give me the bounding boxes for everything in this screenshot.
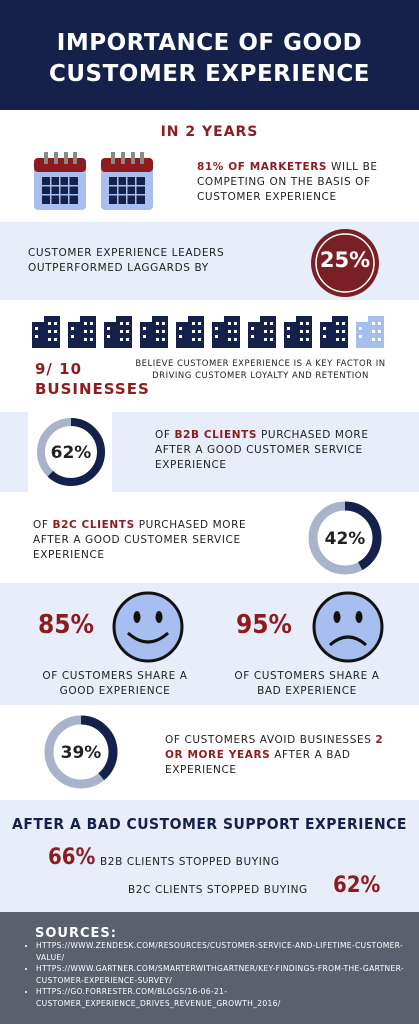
header <box>0 0 419 110</box>
highlight: B2B CLIENTS <box>174 429 258 441</box>
stat-text: 81% OF MARKETERS WILL BE COMPETING ON TH… <box>197 160 402 205</box>
donut: 39% <box>44 715 118 789</box>
donut-label: 42% <box>325 529 366 549</box>
text: PURCHASED MORE AFTER A GOOD CUSTOMER SER… <box>155 429 369 471</box>
donut-label: 39% <box>61 743 102 763</box>
stat: 66% <box>48 845 96 870</box>
donut-arc <box>37 418 105 486</box>
donut-arc <box>308 501 382 575</box>
footer <box>0 912 419 1024</box>
text: CUSTOMER EXPERIENCE LEADERS OUTPERFORMED… <box>28 247 225 274</box>
text: WILL BE COMPETING ON THE BASIS OF CUSTOM… <box>197 161 378 203</box>
donut: 42% <box>308 501 382 575</box>
sources: HTTPS://WWW.ZENDESK.COM/RESOURCES/CUSTOM… <box>20 940 419 1009</box>
donut-arc <box>44 715 118 789</box>
badge <box>311 229 379 297</box>
ratio: 9/ 10 <box>35 360 83 378</box>
sources-heading: SOURCES: <box>35 926 117 941</box>
donut: 62% <box>37 418 105 486</box>
source: HTTPS://WWW.GARTNER.COM/SMARTERWITHGARTN… <box>36 963 419 986</box>
donut-label: 62% <box>51 443 92 463</box>
faces <box>112 591 384 663</box>
caption: OF CUSTOMERS SHARE A BAD EXPERIENCE <box>234 670 380 697</box>
stat: 25% <box>319 248 371 272</box>
stat-text: OF CUSTOMERS AVOID BUSINESSES 2 OR MORE … <box>165 733 395 778</box>
text: B2B CLIENTS STOPPED BUYING <box>100 856 280 868</box>
heading: AFTER A BAD CUSTOMER SUPPORT EXPERIENCE <box>12 815 407 833</box>
calendars <box>34 152 153 210</box>
buildings <box>32 316 384 348</box>
highlight: 81% OF MARKETERS <box>197 161 328 173</box>
heading: IN 2 YEARS <box>160 124 259 140</box>
label: BUSINESSES <box>35 380 150 398</box>
stat: 62% <box>333 873 381 898</box>
text: OF <box>33 519 49 531</box>
text: PURCHASED MORE AFTER A GOOD CUSTOMER SER… <box>33 519 247 561</box>
text: OF <box>155 429 171 441</box>
source: HTTPS://WWW.ZENDESK.COM/RESOURCES/CUSTOM… <box>36 940 419 963</box>
highlight: 2 OR MORE YEARS <box>165 734 384 761</box>
stat-text: OF B2B CLIENTS PURCHASED MORE AFTER A GO… <box>155 428 395 473</box>
text: AFTER A BAD EXPERIENCE <box>165 749 351 776</box>
band <box>0 800 419 912</box>
title: IMPORTANCE OF GOOD CUSTOMER EXPERIENCE <box>48 30 370 87</box>
stat: 95% <box>236 610 292 640</box>
source: HTTPS://GO.FORRESTER.COM/BLOGS/16-06-21-… <box>36 986 419 1009</box>
text: B2C CLIENTS STOPPED BUYING <box>128 884 308 896</box>
text: BELIEVE CUSTOMER EXPERIENCE IS A KEY FAC… <box>135 359 386 381</box>
stat: 85% <box>38 610 94 640</box>
highlight: B2C CLIENTS <box>52 519 135 531</box>
stat-text: OF B2C CLIENTS PURCHASED MORE AFTER A GO… <box>33 518 258 563</box>
text: OF CUSTOMERS AVOID BUSINESSES <box>165 734 372 746</box>
caption: OF CUSTOMERS SHARE A GOOD EXPERIENCE <box>42 670 188 697</box>
